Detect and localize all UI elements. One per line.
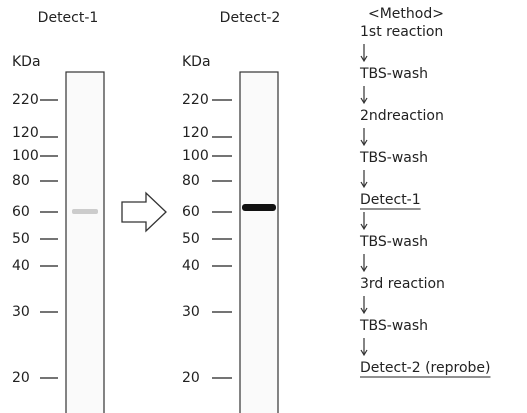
marker-label: 40 bbox=[182, 258, 200, 274]
method-step: Detect-1 bbox=[360, 192, 421, 208]
step-arrow bbox=[361, 170, 367, 187]
marker-label: 20 bbox=[182, 370, 200, 386]
strong-band bbox=[242, 204, 276, 211]
method-step: 2ndreaction bbox=[360, 108, 444, 124]
method-step: TBS-wash bbox=[359, 318, 428, 334]
marker-label: 100 bbox=[12, 148, 39, 164]
unit-label: KDa bbox=[182, 54, 211, 70]
marker-label: 60 bbox=[12, 204, 30, 220]
step-arrow bbox=[361, 338, 367, 355]
step-arrow bbox=[361, 254, 367, 271]
marker-label: 220 bbox=[182, 92, 209, 108]
marker-label: 30 bbox=[182, 304, 200, 320]
marker-label: 80 bbox=[12, 173, 30, 189]
method-steps: 1st reaction TBS-wash 2ndreaction TBS-wash D… bbox=[359, 24, 490, 377]
lane bbox=[66, 72, 104, 413]
marker-label: 20 bbox=[12, 370, 30, 386]
marker-label: 80 bbox=[182, 173, 200, 189]
step-arrow bbox=[361, 128, 367, 145]
method-heading: <Method> bbox=[368, 6, 444, 22]
step-arrow bbox=[361, 212, 367, 229]
transition-arrow bbox=[122, 193, 166, 231]
lane bbox=[240, 72, 278, 413]
marker-label: 100 bbox=[182, 148, 209, 164]
step-arrow bbox=[361, 296, 367, 313]
step-arrow bbox=[361, 44, 367, 61]
marker-label: 50 bbox=[12, 231, 30, 247]
figure: Detect-1 KDa Detect-2 KDa <Method> 1st r… bbox=[0, 0, 527, 413]
faint-band bbox=[72, 209, 98, 214]
method-step: TBS-wash bbox=[359, 234, 428, 250]
marker-label: 40 bbox=[12, 258, 30, 274]
panel-title: Detect-1 bbox=[38, 10, 99, 26]
method-step: Detect-2 (reprobe) bbox=[360, 360, 490, 376]
step-arrow bbox=[361, 86, 367, 103]
method-step: TBS-wash bbox=[359, 150, 428, 166]
marker-label: 120 bbox=[182, 125, 209, 141]
panel-title: Detect-2 bbox=[220, 10, 281, 26]
marker-label: 50 bbox=[182, 231, 200, 247]
marker-label: 120 bbox=[12, 125, 39, 141]
marker-label: 220 bbox=[12, 92, 39, 108]
method-step: 1st reaction bbox=[360, 24, 443, 40]
method-step: TBS-wash bbox=[359, 66, 428, 82]
unit-label: KDa bbox=[12, 54, 41, 70]
marker-label: 60 bbox=[182, 204, 200, 220]
method-step: 3rd reaction bbox=[360, 276, 445, 292]
marker-label: 30 bbox=[12, 304, 30, 320]
